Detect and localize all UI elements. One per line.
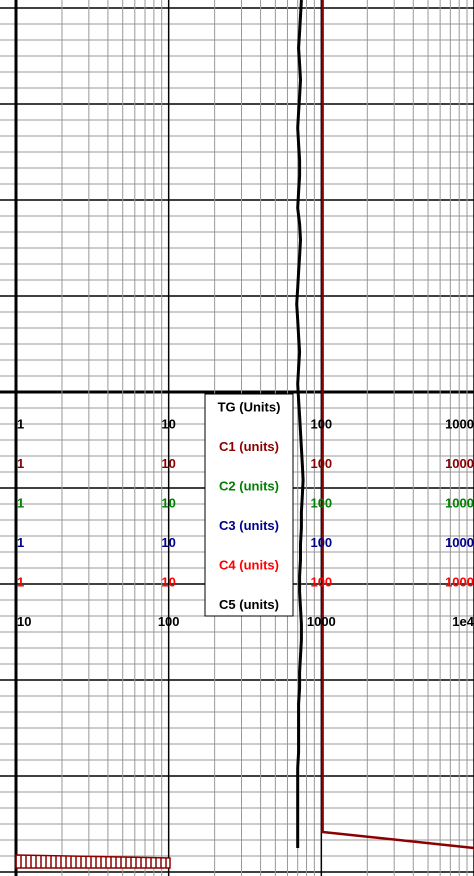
- scale-tick-label: 1: [17, 535, 24, 550]
- header: TG (Units) 1 10 100 1000 C1 (units) 1 10 100 1000…: [17, 393, 474, 629]
- scale-name: C3 (units): [219, 518, 279, 533]
- scale-tick-label: 10: [161, 535, 175, 550]
- scale-tick-label: 1: [17, 416, 24, 431]
- scale-tick-label: 1000: [445, 574, 474, 589]
- scale-tick-label: 10: [161, 416, 175, 431]
- scale-tick-label: 1: [17, 574, 24, 589]
- scale-name: C2 (units): [219, 478, 279, 493]
- scale-name: C1 (units): [219, 439, 279, 454]
- scale-tick-label: 1000: [445, 535, 474, 550]
- curve: [321, 0, 474, 850]
- scale-tick-label: 1e4: [452, 614, 474, 629]
- scale-tick-label: 1000: [445, 495, 474, 510]
- curves: [295, 0, 474, 850]
- scale-tick-label: 100: [310, 495, 332, 510]
- scale-name: TG (Units): [218, 399, 281, 414]
- scale-tick-label: 100: [310, 574, 332, 589]
- scale-tick-label: 100: [310, 416, 332, 431]
- scale-name: C4 (units): [219, 557, 279, 572]
- curve: [295, 0, 305, 848]
- scale-tick-label: 100: [310, 535, 332, 550]
- header-label-box: [204, 393, 294, 617]
- scale-name: C5 (units): [219, 597, 279, 612]
- scale-tick-label: 10: [161, 495, 175, 510]
- scale-tick-label: 10: [161, 456, 175, 471]
- scale-tick-label: 10: [161, 574, 175, 589]
- scale-tick-label: 100: [158, 614, 180, 629]
- scale-tick-label: 1000: [307, 614, 336, 629]
- scale-tick-label: 1000: [445, 456, 474, 471]
- scale-tick-label: 1: [17, 495, 24, 510]
- scale-tick-label: 10: [17, 614, 31, 629]
- scale-tick-label: 100: [310, 456, 332, 471]
- scale-tick-label: 1000: [445, 416, 474, 431]
- scale-tick-label: 1: [17, 456, 24, 471]
- lithology-box: [15, 854, 171, 869]
